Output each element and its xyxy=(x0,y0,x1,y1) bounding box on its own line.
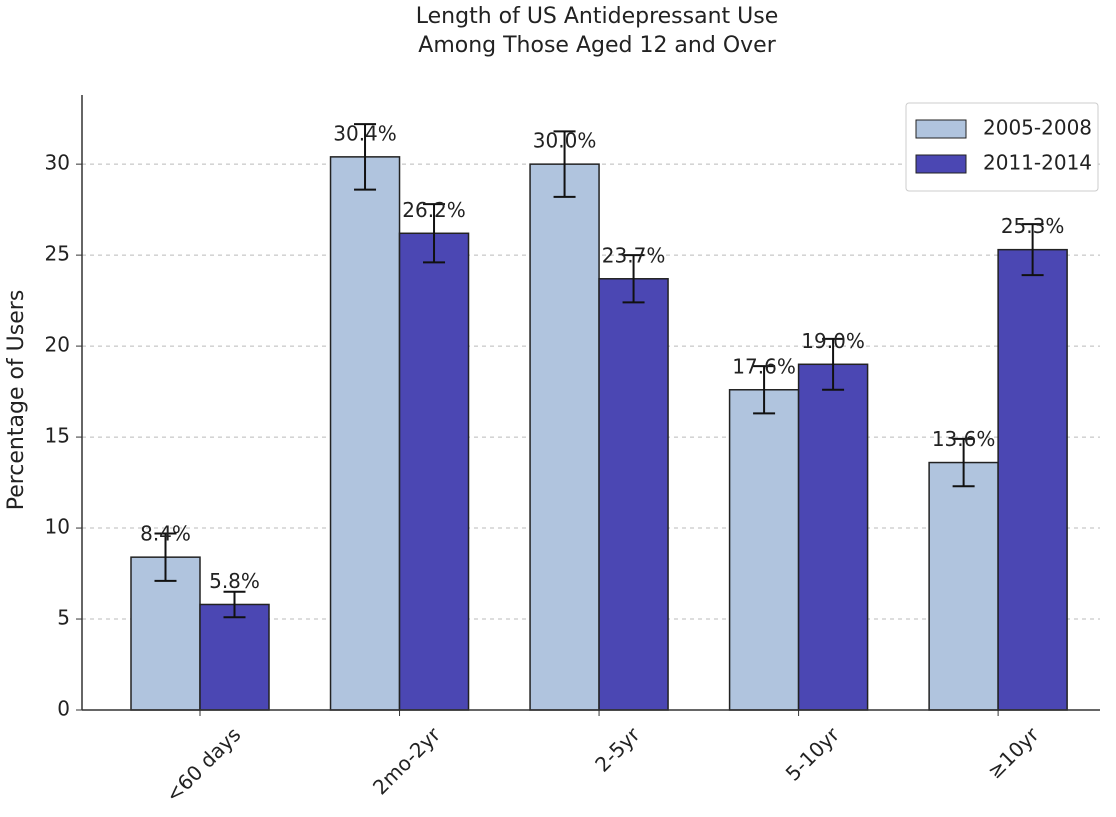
bar xyxy=(997,248,1068,711)
bar xyxy=(199,603,270,711)
value-label: 30.0% xyxy=(533,129,597,153)
y-axis-label: Percentage of Users xyxy=(4,290,29,511)
bar xyxy=(797,363,869,711)
x-tick-label: 5-10yr xyxy=(781,722,845,786)
bar xyxy=(728,389,800,711)
bar xyxy=(329,156,401,711)
x-tick-label: ≥10yr xyxy=(983,722,1045,784)
bar xyxy=(928,461,999,711)
value-label: 30.4% xyxy=(333,121,397,145)
value-label: 8.4% xyxy=(140,522,191,546)
y-tick-label: 10 xyxy=(45,515,70,539)
y-tick-label: 5 xyxy=(57,606,70,630)
chart-title: Length of US Antidepressant Use xyxy=(416,4,779,29)
bar xyxy=(598,278,669,711)
value-label: 19.0% xyxy=(801,329,865,353)
x-tick-label: <60 days xyxy=(161,722,246,807)
x-tick-label: 2-5yr xyxy=(590,722,645,777)
legend-swatch xyxy=(915,119,967,139)
bar xyxy=(130,556,201,711)
y-tick-label: 20 xyxy=(45,333,70,357)
value-label: 25.3% xyxy=(1001,214,1065,238)
x-tick-label: 2mo-2yr xyxy=(368,722,445,799)
value-label: 17.6% xyxy=(732,354,796,378)
value-label: 5.8% xyxy=(209,569,260,593)
y-tick-label: 30 xyxy=(45,151,70,175)
y-tick-label: 0 xyxy=(57,697,70,721)
chart-title: Among Those Aged 12 and Over xyxy=(418,33,776,58)
bar xyxy=(398,232,470,711)
value-label: 26.2% xyxy=(402,198,466,222)
legend-label: 2011-2014 xyxy=(983,151,1092,175)
value-label: 13.6% xyxy=(932,427,996,451)
value-label: 23.7% xyxy=(602,243,666,267)
legend-label: 2005-2008 xyxy=(983,116,1092,140)
y-tick-label: 15 xyxy=(45,424,70,448)
y-tick-label: 25 xyxy=(45,242,70,266)
legend-swatch xyxy=(915,154,967,174)
bar xyxy=(529,163,600,711)
